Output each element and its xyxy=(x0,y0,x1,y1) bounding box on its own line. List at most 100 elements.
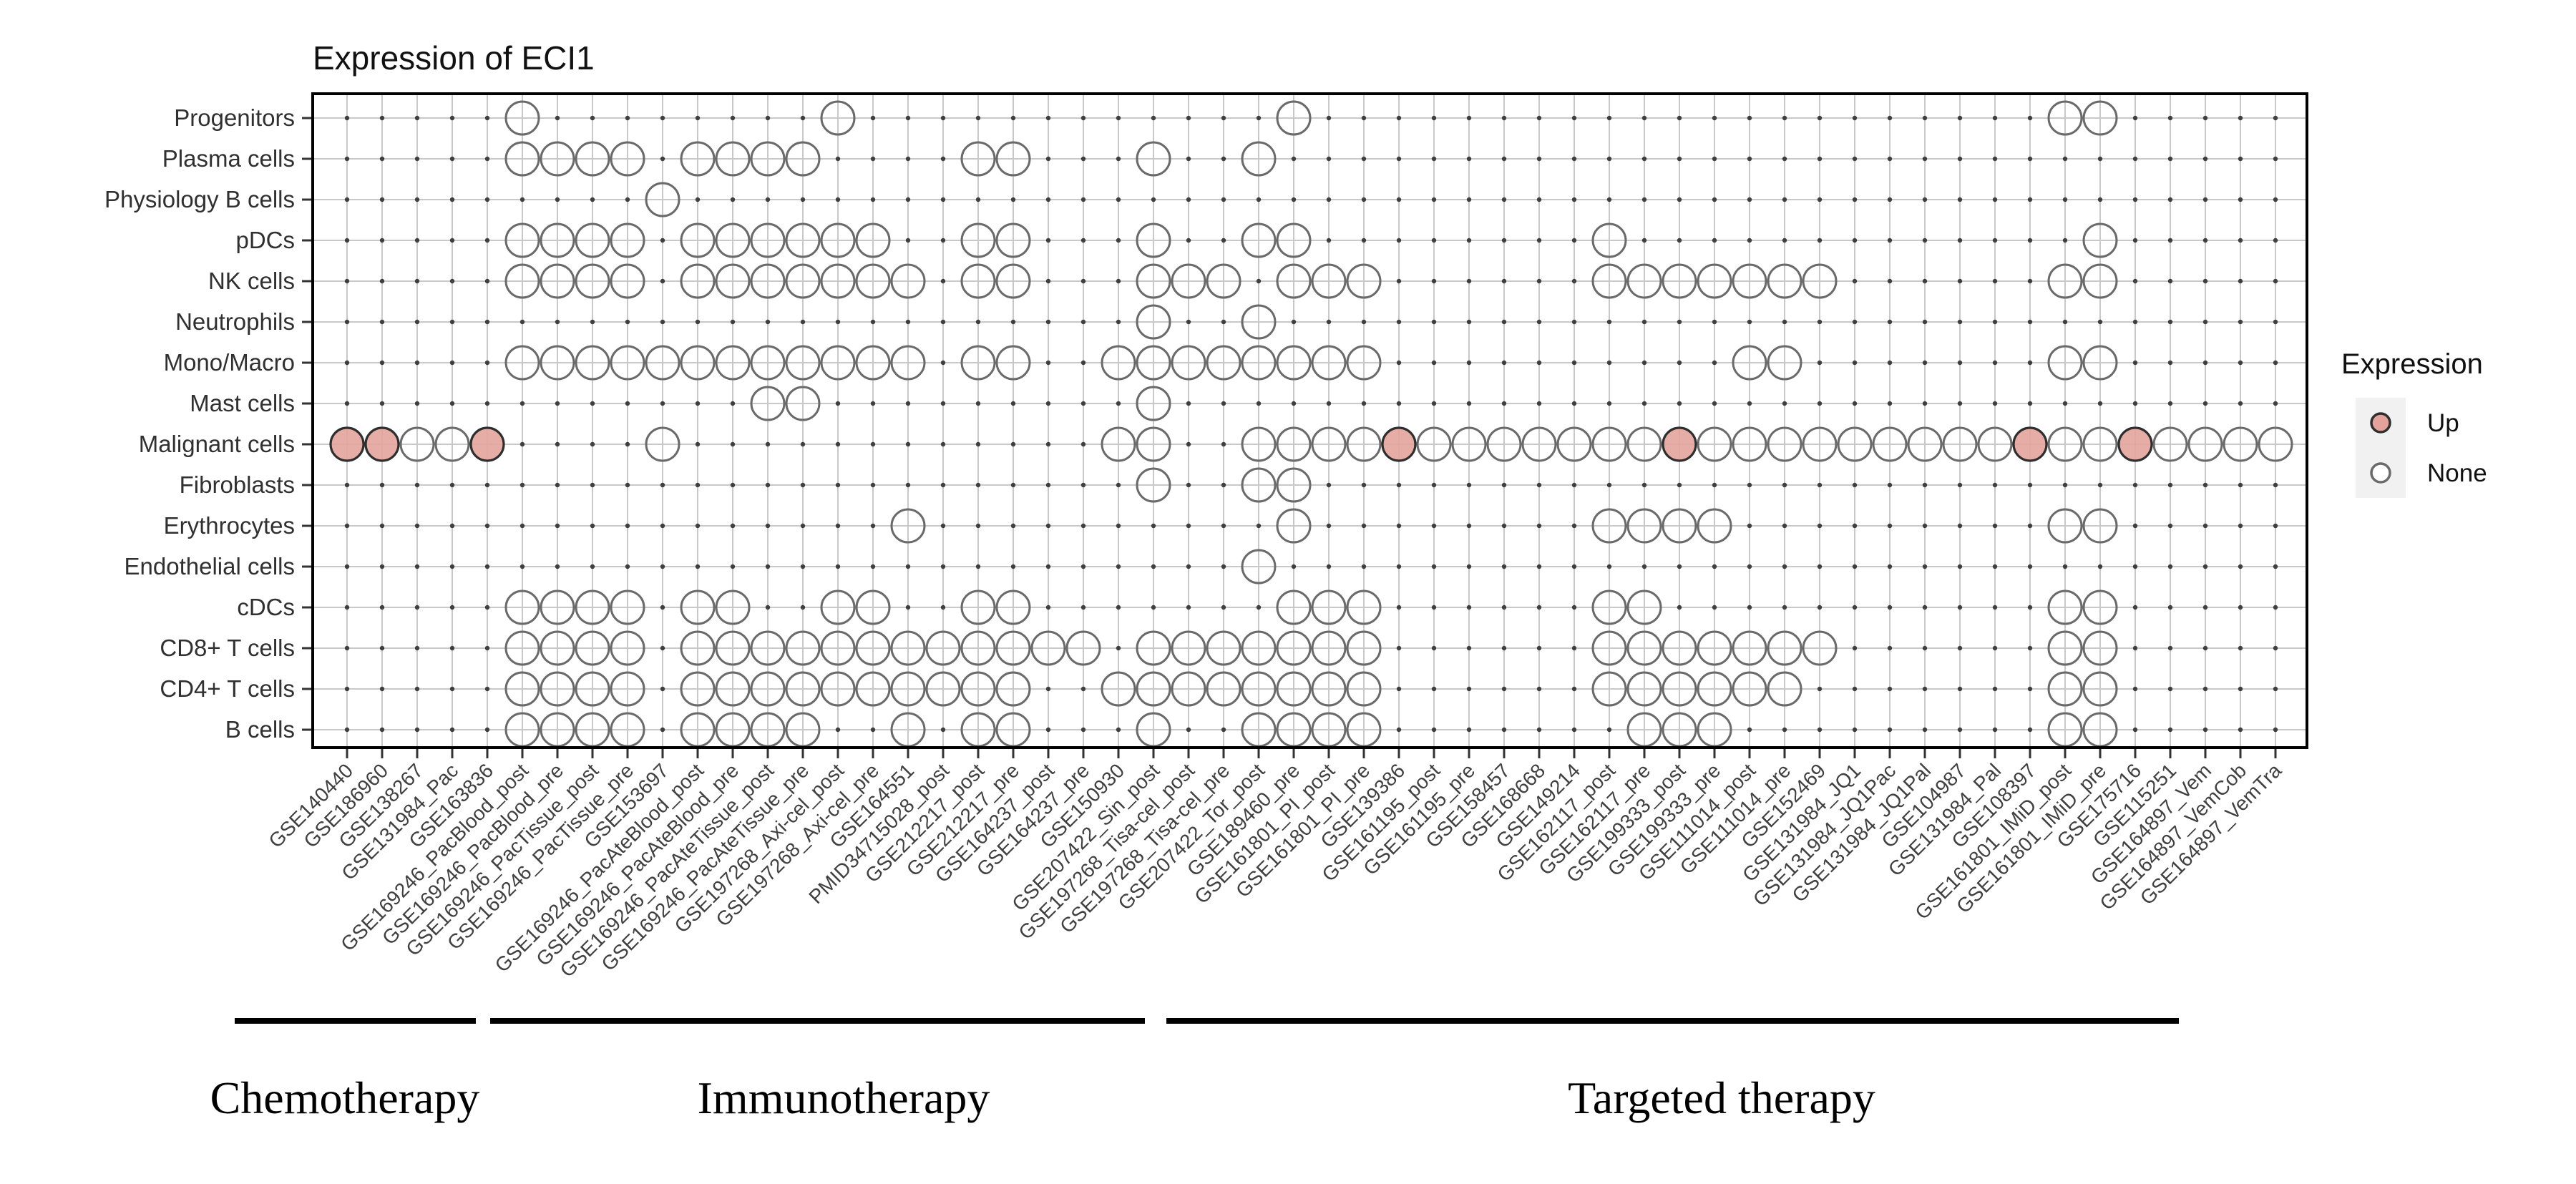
cell-empty-dot xyxy=(2097,401,2103,406)
cell-empty-dot xyxy=(1712,156,1717,162)
cell-empty-dot xyxy=(1606,564,1612,569)
cell-empty-dot xyxy=(1501,360,1507,366)
cell-circle-none xyxy=(1591,630,1627,666)
cell-empty-dot xyxy=(379,197,385,202)
cell-empty-dot xyxy=(1747,482,1752,488)
cell-empty-dot xyxy=(625,523,630,529)
cell-empty-dot xyxy=(1992,686,1998,692)
cell-empty-dot xyxy=(660,686,665,692)
cell-empty-dot xyxy=(2202,605,2208,610)
cell-empty-dot xyxy=(1010,115,1016,121)
cell-empty-dot xyxy=(800,319,806,325)
cell-empty-dot xyxy=(1466,238,1472,243)
cell-circle-none xyxy=(575,671,610,707)
cell-empty-dot xyxy=(1782,564,1787,569)
cell-empty-dot xyxy=(1151,523,1156,529)
cell-empty-dot xyxy=(1186,238,1191,243)
cell-empty-dot xyxy=(660,115,665,121)
cell-empty-dot xyxy=(835,319,841,325)
cell-empty-dot xyxy=(379,360,385,366)
cell-circle-none xyxy=(995,630,1031,666)
cell-empty-dot xyxy=(1922,197,1928,202)
cell-empty-dot xyxy=(1957,156,1963,162)
cell-empty-dot xyxy=(1396,686,1402,692)
cell-empty-dot xyxy=(449,156,455,162)
cell-empty-dot xyxy=(379,401,385,406)
cell-circle-none xyxy=(1136,304,1171,340)
cell-empty-dot xyxy=(1151,605,1156,610)
cell-empty-dot xyxy=(379,482,385,488)
cell-empty-dot xyxy=(1326,564,1332,569)
cell-empty-dot xyxy=(344,197,350,202)
cell-empty-dot xyxy=(940,156,946,162)
cell-empty-dot xyxy=(2273,401,2278,406)
cell-empty-dot xyxy=(519,564,525,569)
cell-empty-dot xyxy=(2238,686,2243,692)
cell-empty-dot xyxy=(344,605,350,610)
cell-empty-dot xyxy=(2273,727,2278,733)
cell-circle-none xyxy=(540,345,575,381)
cell-empty-dot xyxy=(484,645,490,651)
cell-empty-dot xyxy=(1852,360,1858,366)
cell-empty-dot xyxy=(1396,727,1402,733)
cell-empty-dot xyxy=(519,523,525,529)
cell-empty-dot xyxy=(1045,156,1051,162)
cell-empty-dot xyxy=(449,319,455,325)
cell-empty-dot xyxy=(1080,441,1086,447)
cell-empty-dot xyxy=(2132,564,2138,569)
cell-empty-dot xyxy=(2202,564,2208,569)
cell-circle-none xyxy=(504,141,540,177)
cell-empty-dot xyxy=(1571,115,1577,121)
cell-circle-none xyxy=(2082,426,2118,462)
cell-empty-dot xyxy=(484,156,490,162)
y-axis-label: Fibroblasts xyxy=(180,471,295,498)
cell-empty-dot xyxy=(1782,238,1787,243)
cell-empty-dot xyxy=(1116,482,1121,488)
cell-empty-dot xyxy=(835,197,841,202)
cell-circle-none xyxy=(680,589,716,625)
cell-empty-dot xyxy=(1536,278,1542,284)
cell-empty-dot xyxy=(484,564,490,569)
cell-empty-dot xyxy=(344,319,350,325)
cell-empty-dot xyxy=(1641,156,1647,162)
cell-empty-dot xyxy=(379,278,385,284)
cell-circle-none xyxy=(1311,426,1347,462)
cell-empty-dot xyxy=(2238,238,2243,243)
cell-empty-dot xyxy=(1922,727,1928,733)
cell-empty-dot xyxy=(835,401,841,406)
cell-empty-dot xyxy=(1817,605,1823,610)
cell-empty-dot xyxy=(1536,645,1542,651)
cell-empty-dot xyxy=(1922,523,1928,529)
cell-empty-dot xyxy=(414,156,420,162)
cell-empty-dot xyxy=(1571,482,1577,488)
cell-empty-dot xyxy=(1045,360,1051,366)
cell-circle-none xyxy=(1767,630,1802,666)
cell-empty-dot xyxy=(414,686,420,692)
cell-empty-dot xyxy=(555,564,560,569)
cell-empty-dot xyxy=(1326,115,1332,121)
cell-empty-dot xyxy=(835,727,841,733)
cell-empty-dot xyxy=(2202,156,2208,162)
cell-circle-up xyxy=(1381,426,1417,462)
cell-circle-up xyxy=(364,426,400,462)
cell-empty-dot xyxy=(1116,238,1121,243)
cell-empty-dot xyxy=(975,115,981,121)
cell-empty-dot xyxy=(1992,238,1998,243)
cell-empty-dot xyxy=(800,482,806,488)
cell-empty-dot xyxy=(449,482,455,488)
cell-circle-none xyxy=(575,630,610,666)
cell-circle-none xyxy=(1802,630,1838,666)
cell-empty-dot xyxy=(1396,115,1402,121)
cell-empty-dot xyxy=(1466,605,1472,610)
cell-empty-dot xyxy=(1536,605,1542,610)
cell-empty-dot xyxy=(765,564,771,569)
cell-circle-none xyxy=(1241,467,1277,503)
cell-empty-dot xyxy=(1080,238,1086,243)
cell-circle-none xyxy=(1697,630,1732,666)
cell-empty-dot xyxy=(1817,686,1823,692)
cell-empty-dot xyxy=(2027,482,2033,488)
cell-empty-dot xyxy=(1291,401,1297,406)
cell-circle-none xyxy=(1907,426,1943,462)
cell-empty-dot xyxy=(1852,523,1858,529)
cell-empty-dot xyxy=(590,401,595,406)
